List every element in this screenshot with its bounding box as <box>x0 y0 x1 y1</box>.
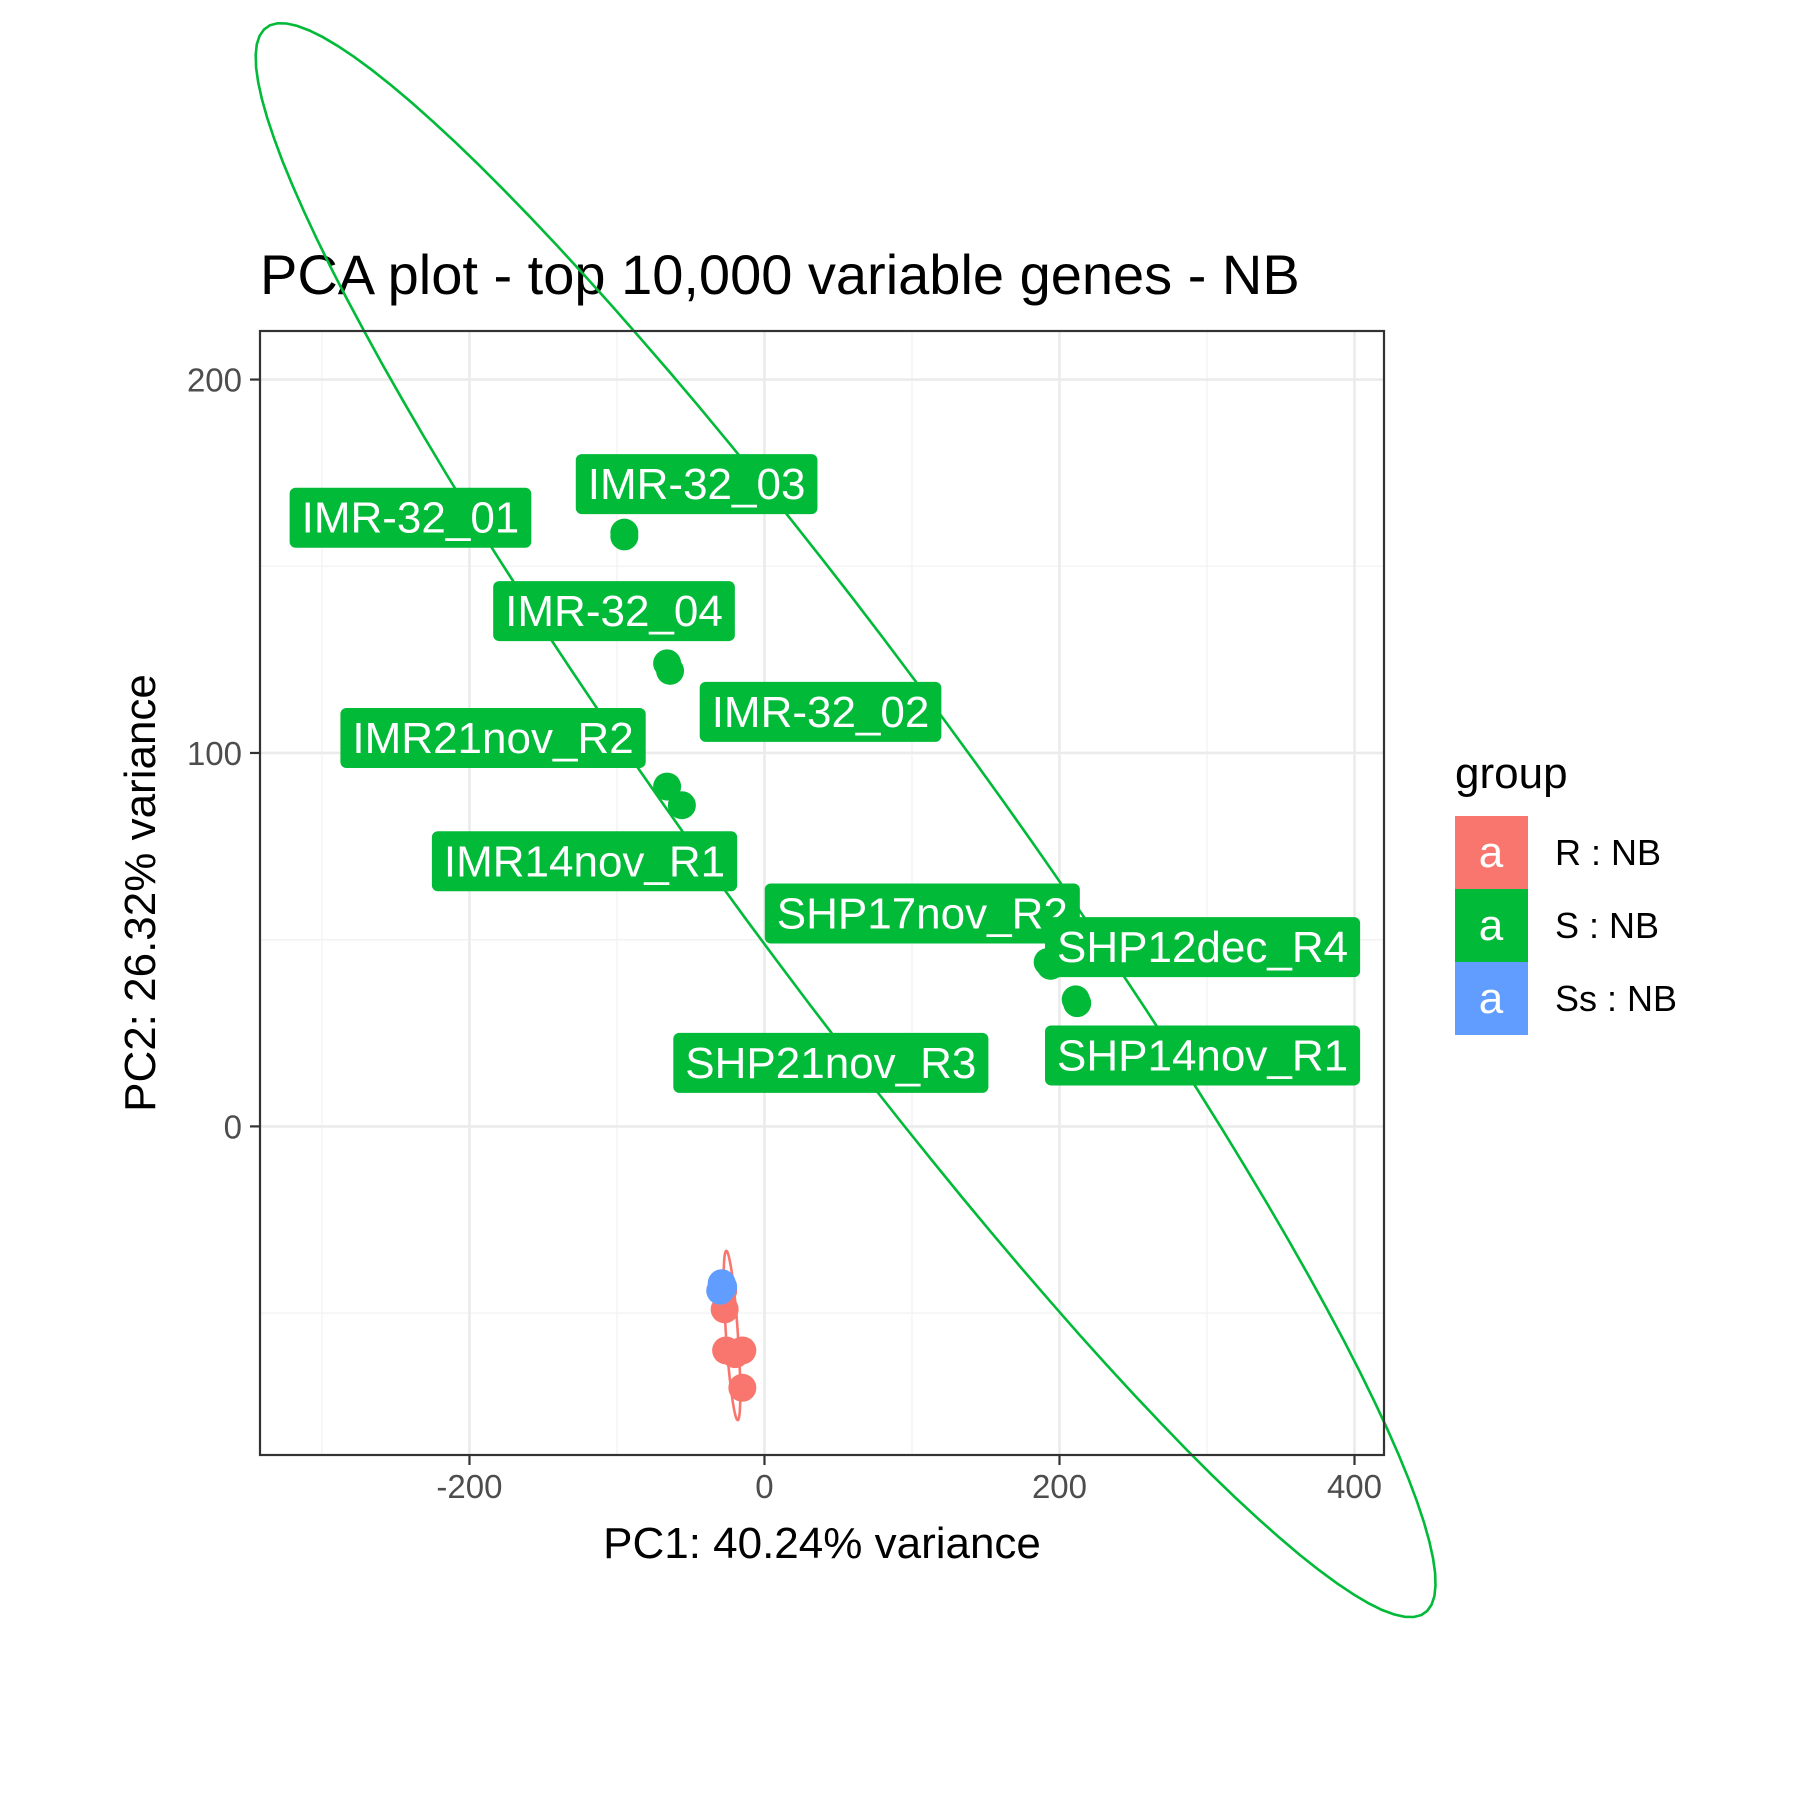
legend-label: R : NB <box>1555 832 1661 873</box>
legend-key <box>1455 889 1528 962</box>
point-label-box <box>764 883 1080 944</box>
legend-entry: a S : NB <box>1455 889 1659 962</box>
data-point <box>610 522 639 551</box>
point-label-text: IMR-32_04 <box>505 587 723 636</box>
x-axis-title: PC1: 40.24% variance <box>603 1519 1041 1568</box>
point-label-box <box>431 831 738 892</box>
legend-label: S : NB <box>1555 905 1659 946</box>
point-label-text: IMR-32_02 <box>712 688 930 737</box>
data-point <box>728 1336 757 1365</box>
x-tick-label: 400 <box>1327 1468 1382 1505</box>
point-label-box <box>1045 1025 1361 1086</box>
legend-key-glyph: a <box>1479 828 1504 877</box>
legend-entry: a Ss : NB <box>1455 962 1677 1035</box>
point-label-text: IMR-32_01 <box>302 494 520 543</box>
point-label-text: SHP21nov_R3 <box>685 1039 976 1088</box>
legend-key <box>1455 816 1528 889</box>
point-label-box <box>493 581 735 642</box>
point-label-text: IMR-32_03 <box>588 460 806 509</box>
legend-key-glyph: a <box>1479 974 1504 1023</box>
chart-title: PCA plot - top 10,000 variable genes - N… <box>260 243 1300 306</box>
point-label-text: IMR14nov_R1 <box>444 837 725 886</box>
y-tick-label: 200 <box>187 362 242 399</box>
plot-panel-border <box>258 329 1386 1457</box>
point-label: SHP17nov_R2 <box>764 883 1080 944</box>
point-label: IMR-32_01 <box>289 487 532 548</box>
data-point <box>706 1276 735 1305</box>
point-label-box <box>289 487 532 548</box>
x-tick-label: 200 <box>1032 1468 1087 1505</box>
point-label-box <box>673 1032 989 1093</box>
point-label-box <box>699 681 942 742</box>
data-point <box>1063 989 1092 1018</box>
data-point <box>656 656 685 685</box>
point-label-text: SHP14nov_R1 <box>1057 1031 1348 1080</box>
data-point <box>728 1373 757 1402</box>
legend-entry: a R : NB <box>1455 816 1661 889</box>
y-tick-label: 100 <box>187 735 242 772</box>
point-label: SHP14nov_R1 <box>1045 1025 1361 1086</box>
point-label: IMR-32_03 <box>575 454 818 515</box>
point-label-text: IMR21nov_R2 <box>352 714 633 763</box>
point-label: IMR14nov_R1 <box>431 831 738 892</box>
x-axis: -200 0 200 400 <box>436 1455 1382 1505</box>
data-point <box>667 791 696 820</box>
x-tick-label: -200 <box>436 1468 502 1505</box>
point-label: SHP12dec_R4 <box>1045 917 1361 978</box>
point-label: IMR21nov_R2 <box>340 708 646 769</box>
point-label: IMR-32_02 <box>699 681 942 742</box>
point-labels: IMR-32_01 IMR-32_03 IMR-32_04 IMR-32_02 IMR2… <box>289 454 1361 1093</box>
point-label-text: SHP12dec_R4 <box>1057 923 1348 972</box>
legend-title: group <box>1455 749 1568 798</box>
point-label-box <box>340 708 646 769</box>
data-points <box>610 518 1092 1402</box>
y-tick-label: 0 <box>224 1108 242 1145</box>
point-label-box <box>1045 917 1361 978</box>
point-label: IMR-32_04 <box>493 581 735 642</box>
x-tick-label: 0 <box>755 1468 773 1505</box>
y-axis-title: PC2: 26.32% variance <box>116 674 165 1112</box>
data-point <box>653 772 682 801</box>
legend-label: Ss : NB <box>1555 978 1677 1019</box>
legend-key-glyph: a <box>1479 901 1504 950</box>
point-label-box <box>575 454 818 515</box>
point-label-text: SHP17nov_R2 <box>777 890 1068 939</box>
legend-key <box>1455 962 1528 1035</box>
legend: group a R : NB a S : NB a Ss : NB <box>1455 749 1677 1035</box>
y-axis: 0 100 200 <box>187 362 260 1145</box>
point-label: SHP21nov_R3 <box>673 1032 989 1093</box>
